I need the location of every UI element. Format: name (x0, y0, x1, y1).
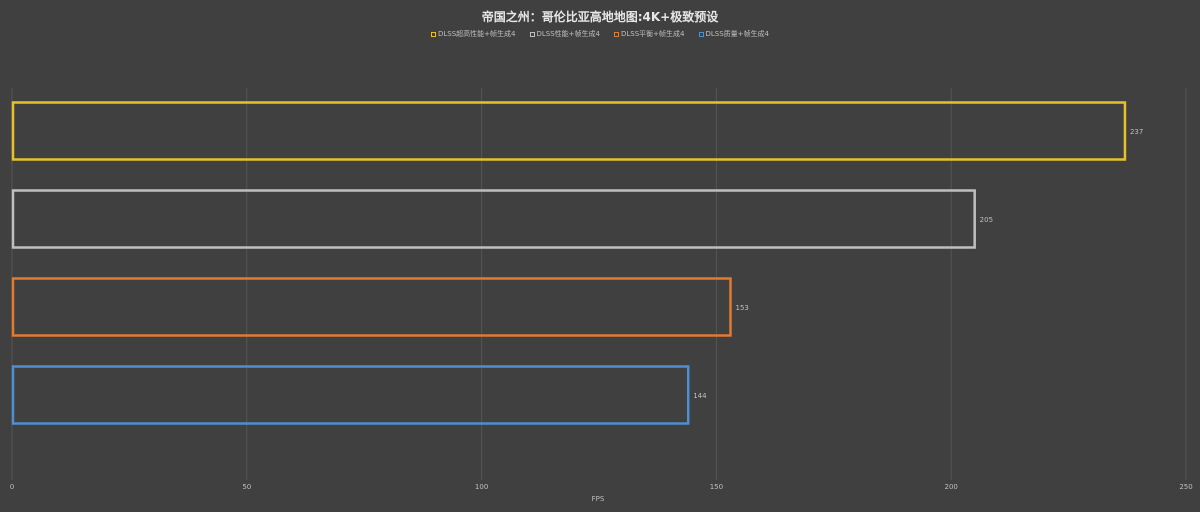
x-tick-label: 0 (10, 483, 14, 491)
legend-swatch (431, 31, 436, 37)
legend-swatch (614, 31, 619, 37)
bar (11, 365, 690, 425)
data-label: 144 (693, 392, 707, 400)
legend-item: DLSS超高性能+帧生成4 (431, 29, 516, 39)
legend-item: DLSS平衡+帧生成4 (614, 29, 685, 39)
x-tick-label: 50 (242, 483, 251, 491)
x-tick-label: 200 (945, 483, 958, 491)
legend-swatch (529, 31, 535, 37)
data-label: 153 (735, 304, 748, 312)
legend-item: DLSS性能+帧生成4 (529, 29, 601, 39)
data-label: 205 (980, 216, 993, 224)
bar (11, 277, 732, 337)
bar (11, 189, 976, 249)
legend-item: DLSS质量+帧生成4 (698, 29, 770, 39)
bar (11, 101, 1127, 161)
chart-title: 帝国之州：哥伦比亚高地地图:4K+极致预设 (481, 10, 719, 24)
legend-label: DLSS性能+帧生成4 (536, 30, 601, 38)
x-tick-label: 250 (1179, 483, 1192, 491)
legend-swatch (698, 31, 704, 37)
x-tick-label: 150 (710, 483, 723, 491)
legend-label: DLSS超高性能+帧生成4 (438, 30, 516, 38)
x-tick-label: 100 (475, 483, 488, 491)
x-axis-label: FPS (592, 495, 605, 503)
legend-label: DLSS质量+帧生成4 (705, 30, 770, 38)
legend-label: DLSS平衡+帧生成4 (621, 30, 685, 38)
legend: DLSS超高性能+帧生成4 DLSS性能+帧生成4 DLSS平衡+帧生成4 DLSS质… (0, 29, 1200, 39)
data-label: 237 (1130, 128, 1143, 136)
